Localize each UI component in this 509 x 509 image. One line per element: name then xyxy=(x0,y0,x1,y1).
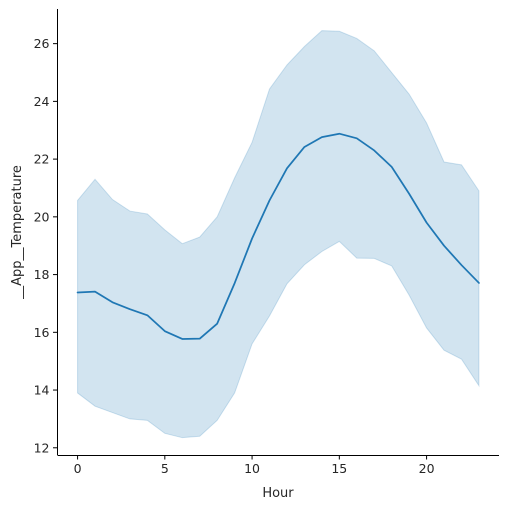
y-tick-label: 26 xyxy=(34,36,50,51)
series-line xyxy=(76,132,480,340)
x-tick-label: 10 xyxy=(244,461,260,476)
x-tick-label: 0 xyxy=(74,461,82,476)
ci-band-layer xyxy=(77,30,480,439)
x-tick-label: 15 xyxy=(331,461,347,476)
confidence-band xyxy=(77,30,480,439)
y-tick-label: 18 xyxy=(34,267,50,282)
x-ticks: 0 5 10 15 20 xyxy=(74,455,435,476)
y-tick-label: 12 xyxy=(34,440,50,455)
y-ticks: 12 14 16 18 20 22 24 26 xyxy=(34,36,58,455)
y-tick-label: 24 xyxy=(34,94,50,109)
series-line-layer xyxy=(76,132,480,340)
x-axis-label: Hour xyxy=(262,486,294,501)
x-tick-label: 5 xyxy=(161,461,169,476)
y-tick-label: 16 xyxy=(34,325,50,340)
y-tick-label: 22 xyxy=(34,152,50,167)
x-tick-label: 20 xyxy=(419,461,435,476)
y-axis-label: __App__Temperature xyxy=(10,165,25,300)
y-tick-label: 14 xyxy=(34,383,50,398)
y-tick-label: 20 xyxy=(34,209,50,224)
